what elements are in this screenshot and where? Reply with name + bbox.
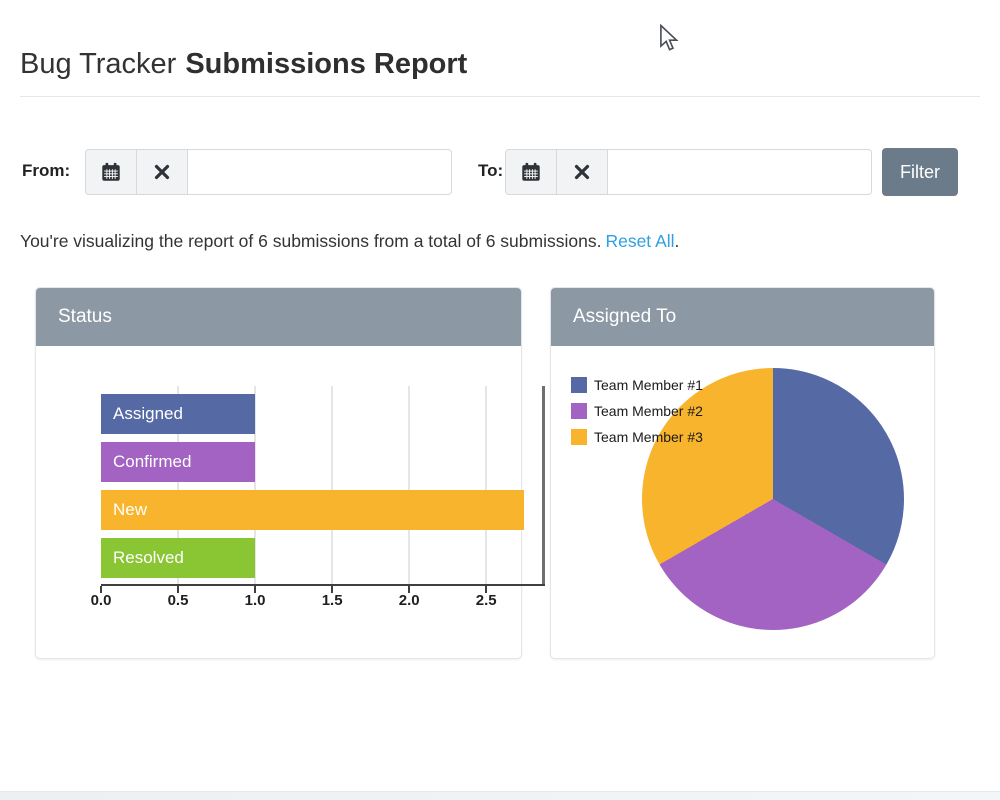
bar-label-resolved: Resolved xyxy=(113,548,184,567)
legend-item-1: Team Member #1 xyxy=(571,372,703,398)
page-title-regular: Bug Tracker xyxy=(20,48,177,80)
assigned-to-panel-header: Assigned To xyxy=(551,288,934,346)
summary-sentence: You're visualizing the report of 6 submi… xyxy=(20,231,602,251)
x-tick-label: 0.5 xyxy=(167,592,189,609)
calendar-icon xyxy=(522,162,540,181)
summary-text: You're visualizing the report of 6 submi… xyxy=(20,231,679,252)
from-date-group xyxy=(85,149,452,195)
x-tick-label: 0.0 xyxy=(90,592,112,609)
from-clear-button[interactable] xyxy=(136,149,188,195)
legend-swatch-2 xyxy=(571,403,587,419)
to-clear-button[interactable] xyxy=(556,149,608,195)
mouse-cursor xyxy=(660,24,679,51)
title-divider xyxy=(20,96,980,97)
x-gridline xyxy=(254,386,257,584)
to-date-input[interactable] xyxy=(608,149,872,195)
legend-swatch-1 xyxy=(571,377,587,393)
assigned-to-pie-chart xyxy=(642,368,904,630)
legend-item-3: Team Member #3 xyxy=(571,424,703,450)
x-tick-mark xyxy=(177,586,180,593)
bar-label-new: New xyxy=(113,500,148,519)
legend-label-2: Team Member #2 xyxy=(594,403,703,419)
x-axis-line xyxy=(101,584,545,586)
filter-bar: From: xyxy=(0,148,1000,196)
plot-right-border xyxy=(542,386,545,584)
status-panel-header: Status xyxy=(36,288,521,346)
status-panel: Status 0.0 0.5 1.0 1.5 2.0 2.5 Assigned Confirm… xyxy=(35,287,545,659)
x-tick-mark xyxy=(254,586,257,593)
bar-row-resolved: Resolved xyxy=(101,538,256,578)
to-calendar-button[interactable] xyxy=(505,149,557,195)
assigned-to-panel: Assigned To Team Member #1 Team Member #2… xyxy=(550,287,935,659)
x-gridline xyxy=(408,386,411,584)
from-calendar-button[interactable] xyxy=(85,149,137,195)
calendar-icon xyxy=(102,162,120,181)
summary-period: . xyxy=(674,231,680,251)
legend-label-3: Team Member #3 xyxy=(594,429,703,445)
x-tick-label: 1.5 xyxy=(321,592,343,609)
bar-row-assigned: Assigned xyxy=(101,394,256,434)
x-tick-mark xyxy=(331,586,334,593)
bar-row-confirmed: Confirmed xyxy=(101,442,256,482)
from-label: From: xyxy=(22,161,71,180)
reset-all-link[interactable]: Reset All xyxy=(605,231,675,251)
filter-button[interactable]: Filter xyxy=(882,148,958,196)
x-tick-mark xyxy=(100,586,102,593)
x-tick-label: 1.0 xyxy=(244,592,266,609)
clear-x-icon xyxy=(154,164,170,180)
x-tick-mark xyxy=(408,586,411,593)
x-tick-mark xyxy=(485,586,488,593)
bar-assigned: Assigned xyxy=(101,394,256,434)
to-date-group xyxy=(505,149,872,195)
x-tick-label: 2.0 xyxy=(398,592,420,609)
x-tick-label: 2.5 xyxy=(475,592,497,609)
x-gridline xyxy=(485,386,488,584)
pie-legend: Team Member #1 Team Member #2 Team Member … xyxy=(571,372,703,450)
bar-new: New xyxy=(101,490,524,530)
to-label: To: xyxy=(478,161,504,180)
legend-swatch-3 xyxy=(571,429,587,445)
page-title-bold: Submissions Report xyxy=(185,48,468,80)
x-gridline xyxy=(177,386,180,584)
footer-strip xyxy=(0,791,1000,800)
x-gridline xyxy=(331,386,334,584)
from-date-input[interactable] xyxy=(188,149,452,195)
status-bar-chart: 0.0 0.5 1.0 1.5 2.0 2.5 Assigned Confirmed New Re… xyxy=(91,386,545,609)
legend-label-1: Team Member #1 xyxy=(594,377,703,393)
bar-confirmed: Confirmed xyxy=(101,442,256,482)
bar-label-confirmed: Confirmed xyxy=(113,452,192,471)
bar-label-assigned: Assigned xyxy=(113,404,183,423)
page-title: Bug Tracker Submissions Report xyxy=(20,48,467,81)
bar-resolved: Resolved xyxy=(101,538,256,578)
clear-x-icon xyxy=(574,164,590,180)
bar-row-new: New xyxy=(101,490,524,530)
legend-item-2: Team Member #2 xyxy=(571,398,703,424)
